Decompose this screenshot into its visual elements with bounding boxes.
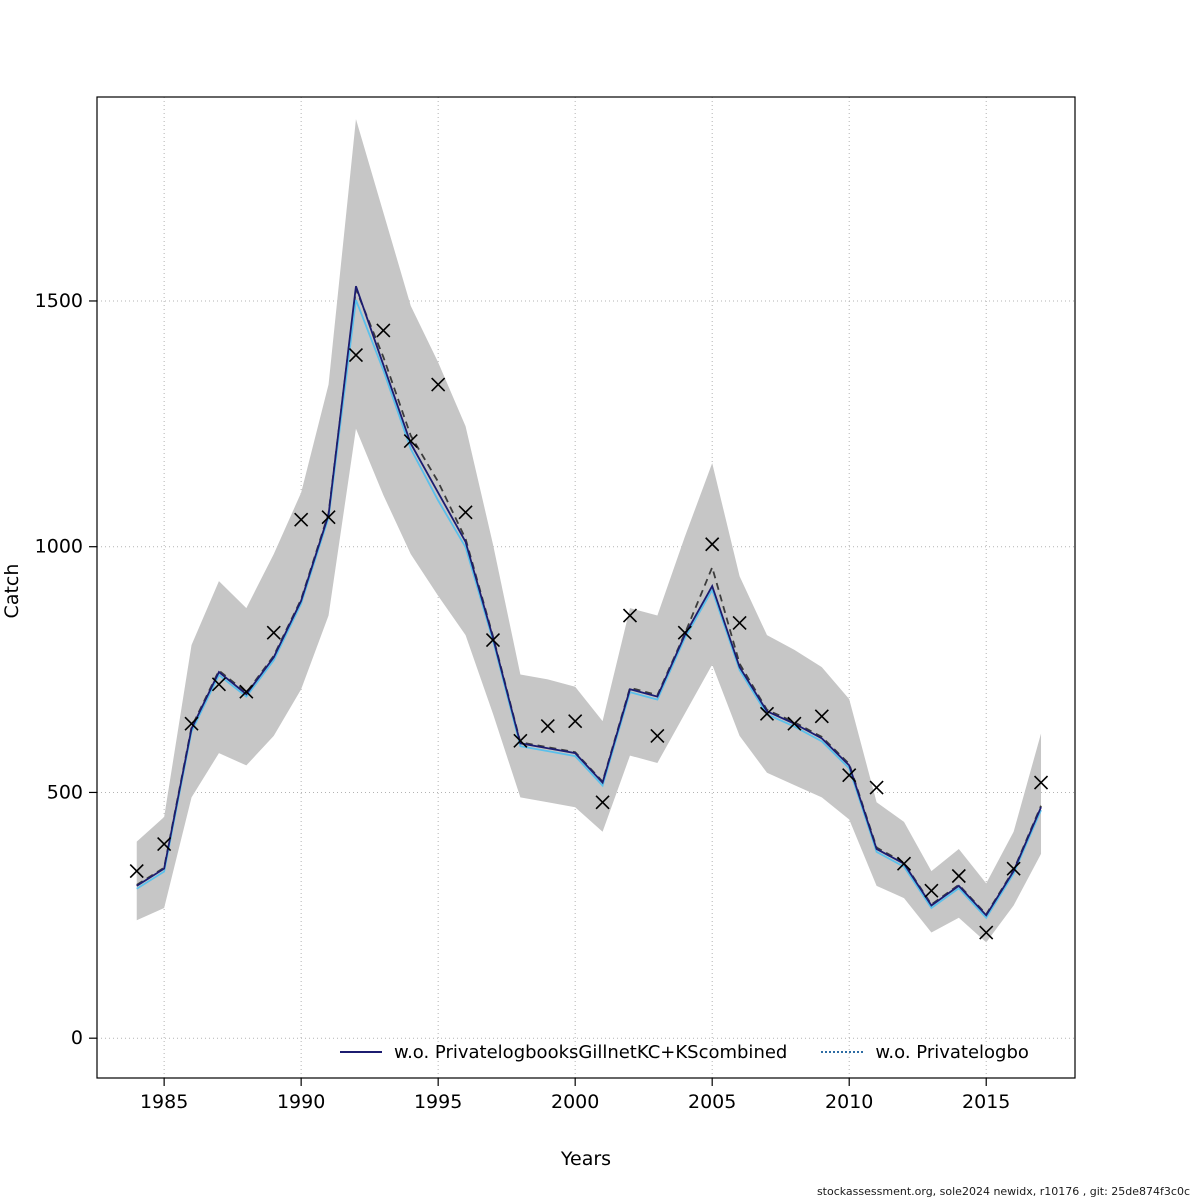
y-tick-label: 1500 [35, 290, 83, 312]
y-axis-label: Catch [1, 563, 23, 619]
legend-label: w.o. Privatelogbo [875, 1041, 1029, 1063]
y-tick-label: 500 [47, 781, 83, 803]
x-tick-label: 2015 [962, 1091, 1010, 1113]
x-axis-label: Years [560, 1148, 612, 1170]
x-tick-label: 1995 [414, 1091, 462, 1113]
plot-border [96, 96, 1076, 1079]
x-tick-label: 2010 [825, 1091, 873, 1113]
legend-entry-1: w.o. Privatelogbo [821, 1042, 1029, 1063]
confidence-band [136, 119, 1042, 943]
x-tick-label: 2000 [551, 1091, 599, 1113]
legend-line-sample [340, 1051, 382, 1053]
x-tick-label: 1990 [277, 1091, 325, 1113]
gridlines [97, 97, 1075, 1078]
legend-entry-0: w.o. PrivatelogbooksGillnetKC+KScombined [340, 1042, 787, 1063]
x-tick-label: 1985 [140, 1091, 188, 1113]
series-wo-privatelogbooks [136, 299, 1042, 920]
x-tick-label: 2005 [688, 1091, 736, 1113]
y-tick-label: 1000 [35, 536, 83, 558]
legend-label: w.o. PrivatelogbooksGillnetKC+KScombined [394, 1041, 788, 1063]
legend-line-sample [821, 1051, 864, 1053]
legend: w.o. PrivatelogbooksGillnetKC+KScombined… [340, 1036, 1074, 1068]
observed-markers [129, 323, 1049, 940]
footer-text: stockassessment.org, sole2024 newidx, r1… [816, 1185, 1190, 1198]
axis-tick-labels: 1985 1990 1995 2000 2005 2010 2015 0 500 1000 1500 [35, 290, 1011, 1113]
axis-ticks [89, 300, 987, 1086]
series-wo-privatelogbooks-gillnet-kc-ks-combined [136, 285, 1042, 917]
y-tick-label: 0 [71, 1027, 83, 1049]
